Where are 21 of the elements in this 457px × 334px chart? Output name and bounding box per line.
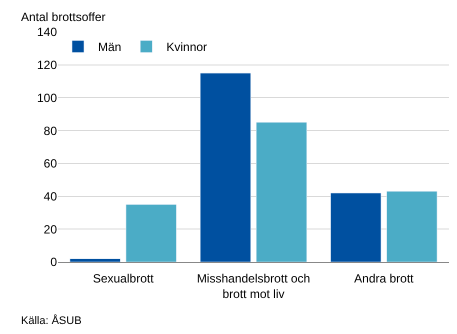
bar bbox=[200, 72, 251, 262]
y-tick-label: 120 bbox=[36, 58, 58, 72]
x-tick-label: Andra brott bbox=[354, 271, 414, 286]
y-tick-label: 100 bbox=[36, 90, 58, 105]
text: Källa: ÅSUB bbox=[21, 314, 82, 327]
bar bbox=[330, 192, 382, 262]
y-tick-label: 0 bbox=[50, 255, 58, 270]
bar bbox=[256, 122, 307, 262]
y-tick-label: 20 bbox=[44, 222, 58, 236]
x-tick-label: Sexualbrott bbox=[92, 271, 154, 286]
y-axis-title: Antal brottsoffer bbox=[21, 10, 106, 24]
y-tick-label: 60 bbox=[44, 156, 58, 171]
legend-label: Män bbox=[98, 40, 122, 54]
bar bbox=[386, 191, 438, 262]
y-tick-label: 40 bbox=[44, 189, 58, 204]
y-tick-label: 140 bbox=[36, 25, 58, 40]
legend-label: Kvinnor bbox=[166, 40, 208, 54]
y-tick-label: 80 bbox=[44, 124, 58, 138]
bar bbox=[126, 204, 177, 262]
x-tick-label: Misshandelsbrott och brott mot liv bbox=[196, 271, 310, 301]
bar bbox=[70, 258, 121, 262]
